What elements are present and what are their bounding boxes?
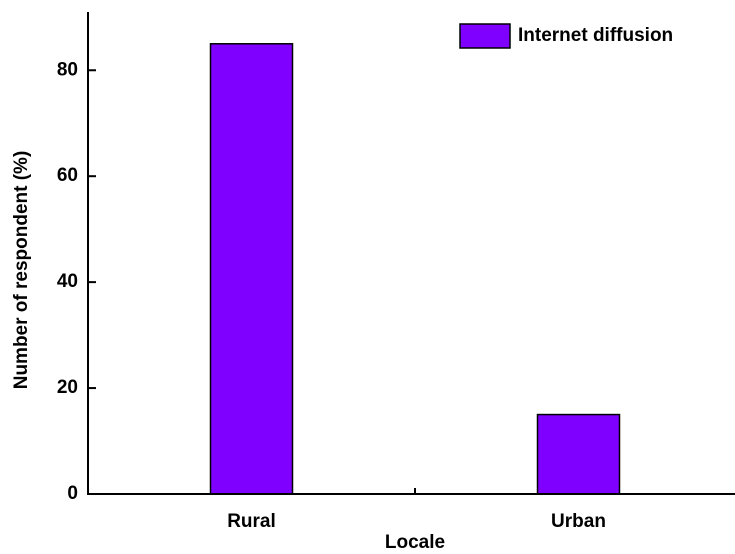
legend-swatch [459,23,511,49]
y-tick-label: 40 [57,271,78,292]
y-tick-label: 0 [67,483,78,504]
y-axis-label: Number of respondent (%) [11,151,32,390]
legend-label: Internet diffusion [518,25,673,46]
bar [209,43,294,495]
x-tick-label: Urban [551,511,606,532]
y-tick-label: 60 [57,165,78,186]
x-tick-label: Rural [227,511,276,532]
y-tick-label: 80 [57,59,78,80]
bar [536,413,621,495]
y-tick-label: 20 [57,377,78,398]
x-axis-label: Locale [385,532,445,553]
